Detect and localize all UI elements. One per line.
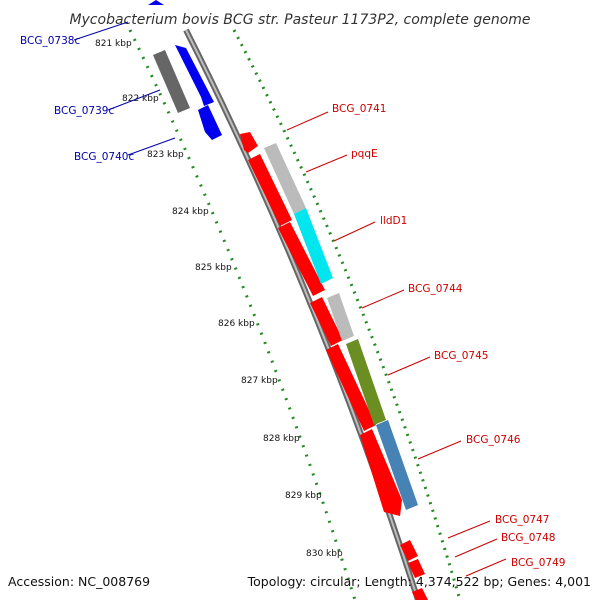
feature-olive-0745[interactable] (346, 339, 386, 425)
right-gene-label[interactable]: BCG_0741 (286, 103, 386, 131)
kbp-label: 829 kbp (285, 491, 322, 501)
forward-gene-pqqE[interactable] (248, 154, 292, 226)
right-gene-label[interactable]: BCG_0749 (465, 557, 565, 577)
svg-text:lldD1: lldD1 (380, 215, 407, 227)
kbp-label: 825 kbp (195, 263, 232, 273)
svg-text:BCG_0744: BCG_0744 (408, 283, 463, 295)
genome-summary: Topology: circular; Length: 4,374,522 bp… (247, 574, 591, 589)
svg-text:BCG_0739c: BCG_0739c (54, 105, 114, 117)
right-gene-label[interactable]: BCG_0744 (361, 283, 463, 309)
svg-text:BCG_0738c: BCG_0738c (20, 35, 80, 47)
forward-gene-0747[interactable] (400, 540, 418, 561)
accession-label: Accession: NC_008769 (8, 574, 150, 589)
left-gene-label[interactable]: BCG_0740c (74, 137, 176, 163)
reverse-gene-0740c[interactable] (198, 105, 222, 140)
svg-text:pqqE: pqqE (351, 148, 378, 160)
forward-gene-0744[interactable] (310, 297, 343, 346)
feature-steelblue-0746[interactable] (376, 420, 418, 510)
forward-gene-0749[interactable] (412, 588, 428, 600)
svg-text:BCG_0741: BCG_0741 (332, 103, 386, 115)
forward-gene-0741[interactable] (240, 132, 258, 153)
right-gene-label[interactable]: BCG_0745 (387, 350, 488, 376)
feature-cyan-lldD1[interactable] (294, 208, 333, 284)
forward-gene-0748[interactable] (408, 559, 425, 578)
svg-text:BCG_0749: BCG_0749 (511, 557, 565, 569)
svg-text:BCG_0748: BCG_0748 (501, 532, 555, 544)
kbp-label: 828 kbp (263, 434, 300, 444)
reverse-gene-0738c[interactable] (148, 0, 164, 5)
feature-gray-pqqE[interactable] (264, 143, 306, 214)
forward-gene-lldD1[interactable] (278, 222, 325, 296)
outer-tick-ring (232, 29, 462, 600)
right-gene-label[interactable]: BCG_0748 (454, 532, 555, 558)
feature-gray-0744[interactable] (327, 293, 354, 341)
svg-text:BCG_0747: BCG_0747 (495, 514, 549, 526)
reverse-gene-0739c[interactable] (175, 45, 214, 106)
svg-text:BCG_0740c: BCG_0740c (74, 151, 134, 163)
forward-gene-0745[interactable] (326, 344, 376, 431)
left-gene-label[interactable]: BCG_0738c (20, 21, 129, 47)
kbp-label: 822 kbp (122, 94, 159, 104)
forward-gene-0746[interactable] (360, 429, 402, 516)
kbp-label: 821 kbp (95, 39, 132, 49)
feature-dark-gray[interactable] (153, 50, 190, 113)
svg-text:BCG_0745: BCG_0745 (434, 350, 488, 362)
right-gene-label[interactable]: BCG_0746 (417, 434, 521, 460)
genome-backbone (183, 28, 421, 600)
map-title: Mycobacterium bovis BCG str. Pasteur 117… (69, 12, 530, 28)
right-gene-label[interactable]: BCG_0747 (447, 514, 549, 539)
kbp-label: 830 kbp (306, 549, 343, 559)
right-gene-label[interactable]: pqqE (305, 148, 378, 173)
svg-text:BCG_0746: BCG_0746 (466, 434, 521, 446)
left-gene-label[interactable]: BCG_0739c (54, 89, 161, 117)
kbp-label: 823 kbp (147, 150, 184, 160)
kbp-label: 826 kbp (218, 319, 255, 329)
kbp-label: 824 kbp (172, 207, 209, 217)
kbp-label: 827 kbp (241, 376, 278, 386)
right-gene-label[interactable]: lldD1 (333, 215, 407, 242)
